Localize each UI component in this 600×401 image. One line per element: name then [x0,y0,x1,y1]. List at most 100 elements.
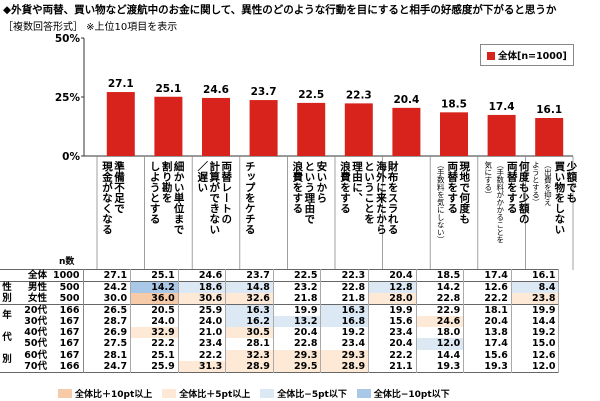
category-label-text: チップをケチる [243,161,256,235]
table-cell: 29.3 [320,349,370,361]
table-cell: 12.0 [416,338,465,350]
table-n-value: 500 [50,293,84,305]
bar-value-label: 20.4 [393,94,419,106]
y-tick-label: 0% [62,151,80,163]
table-cell: 13.2 [273,316,322,328]
chart-legend: 全体[n=1000] [480,44,574,66]
category-label: 安いから という理由で 浪費をする [291,161,327,265]
table-cell: 22.2 [368,349,417,361]
table-row: 60代 167 28.1 25.1 22.2 32.3 29.3 29.3 22.2 14.4 15… [0,349,560,361]
table-cell: 24.6 [416,316,465,328]
n-column-label: n数 [59,257,75,267]
table-cell: 18.1 [463,304,512,316]
highlight-legend-swatch [162,389,177,398]
table-cell: 21.8 [273,293,322,305]
bar [202,97,230,156]
table-cell: 30.6 [178,293,227,305]
table-cell: 36.0 [130,293,179,305]
table-cell: 17.4 [463,269,512,282]
category-label: 準備不足で 現金がなくなる [101,161,125,265]
category-label: 現地で何度も 両替をする （手数料を気にしない） [434,161,470,265]
table-row: 全体 1000 27.1 25.1 24.6 23.7 22.5 22.3 20.4 18.5 17… [0,269,560,282]
table-n-value: 166 [50,304,84,316]
table-row-label: 30代 [24,316,47,328]
table-cell: 25.1 [130,349,179,361]
legend-label: 全体[n=1000] [498,51,567,62]
table-cell: 19.9 [273,304,322,316]
table-cell: 19.2 [511,327,560,339]
bar [344,103,373,156]
bar-value-label: 18.5 [441,98,467,110]
category-label-text: 財布をスラれる [386,161,399,235]
table-cell: 15.0 [511,338,560,350]
category-label: 海外に来たから ということを 理由に、 浪費をする [339,161,387,265]
table-cell: 12.8 [368,281,417,293]
table-cell: 22.2 [463,293,512,305]
table-cell: 30.5 [225,327,274,339]
table-group-label [0,270,14,282]
table-cell: 23.4 [178,338,227,350]
table-cell: 28.0 [368,293,417,305]
table-cell: 14.2 [416,281,465,293]
bar [535,118,564,156]
category-label: 財布をスラれる [387,161,399,265]
table-cell: 18.5 [416,269,465,282]
highlight-legend-item: 全体比＋5pt以上 [162,387,250,400]
table-cell: 22.2 [178,349,227,361]
category-label-text: 少額でも 買い物をしない [553,161,578,235]
table-row-label: 70代 [24,360,47,372]
bar [106,92,135,156]
table-cell: 22.8 [273,338,322,350]
table-cell: 19.9 [511,304,560,316]
table-cell: 13.8 [463,327,512,339]
table-row: 50代 167 27.5 22.2 23.4 28.1 22.8 23.4 20.4 12.0 17… [0,338,560,350]
category-label-text: 海外に来たから ということを 理由に、 浪費をする [339,161,387,235]
table-row-label: 全体 [27,270,47,281]
y-tick-label: 50% [55,33,81,45]
legend-swatch [487,52,495,60]
table-n-value: 1000 [50,269,84,282]
table-n-value: 167 [50,338,84,350]
table-cell: 22.8 [416,293,465,305]
table-cell: 16.1 [511,269,560,282]
table-row: 年 代 別 20代 166 26.5 20.5 25.9 16.3 19.9 16.3 19.9 2… [0,304,560,365]
table-cell: 19.3 [463,360,512,373]
table-cell: 24.7 [83,360,132,373]
category-label: 両替レートの 計算ができない ／遅い [196,161,232,265]
table-cell: 23.4 [320,338,370,350]
table-cell: 18.0 [416,327,465,339]
bar-value-label: 25.1 [155,83,181,95]
highlight-legend-swatch [356,389,371,398]
category-label-text: 細かい単位まで 割り勘を しようとする [148,161,185,235]
table-cell: 19.2 [320,327,370,339]
bar [440,112,468,156]
table-cell: 20.4 [368,338,417,350]
table-cell: 28.7 [83,316,132,328]
category-label-text: 安いから という理由で 浪費をする [291,161,328,224]
table-cell: 16.8 [320,316,370,328]
table-group-label: 年 代 別 [2,310,12,366]
category-label-text: 両替レートの 計算ができない ／遅い [196,161,233,235]
category-label: 細かい単位まで 割り勘を しようとする [149,161,185,265]
table-row: 性 別男性 500 24.2 14.2 18.6 14.8 23.2 22.8 12.8 14.2… [0,281,560,304]
category-label-note: （手数料がかかることを 気にする） [483,161,505,244]
table-cell: 28.1 [83,349,132,361]
table-cell: 27.5 [83,338,132,350]
category-label: チップをケチる [244,161,256,265]
page-title: ◆外貨や両替、買い物など渡航中のお金に関して、異性のどのような行動を目にすると相… [3,4,557,16]
category-label-text: 準備不足で 現金がなくなる [101,161,125,235]
bar [487,114,516,156]
table-cell: 25.1 [130,269,179,282]
table-cell: 22.5 [273,269,322,282]
table-cell: 28.1 [225,338,274,350]
table-n-value: 167 [50,349,84,361]
highlight-legend-label: 全体比−5pt以下 [277,390,347,400]
highlight-legend-swatch [260,389,275,398]
table-cell: 20.4 [463,316,512,328]
table-cell: 24.2 [83,281,132,293]
bar-value-label: 27.1 [108,78,134,90]
table-cell: 29.3 [273,349,322,361]
table-cell: 17.4 [463,338,512,350]
table-cell: 12.6 [463,281,512,293]
